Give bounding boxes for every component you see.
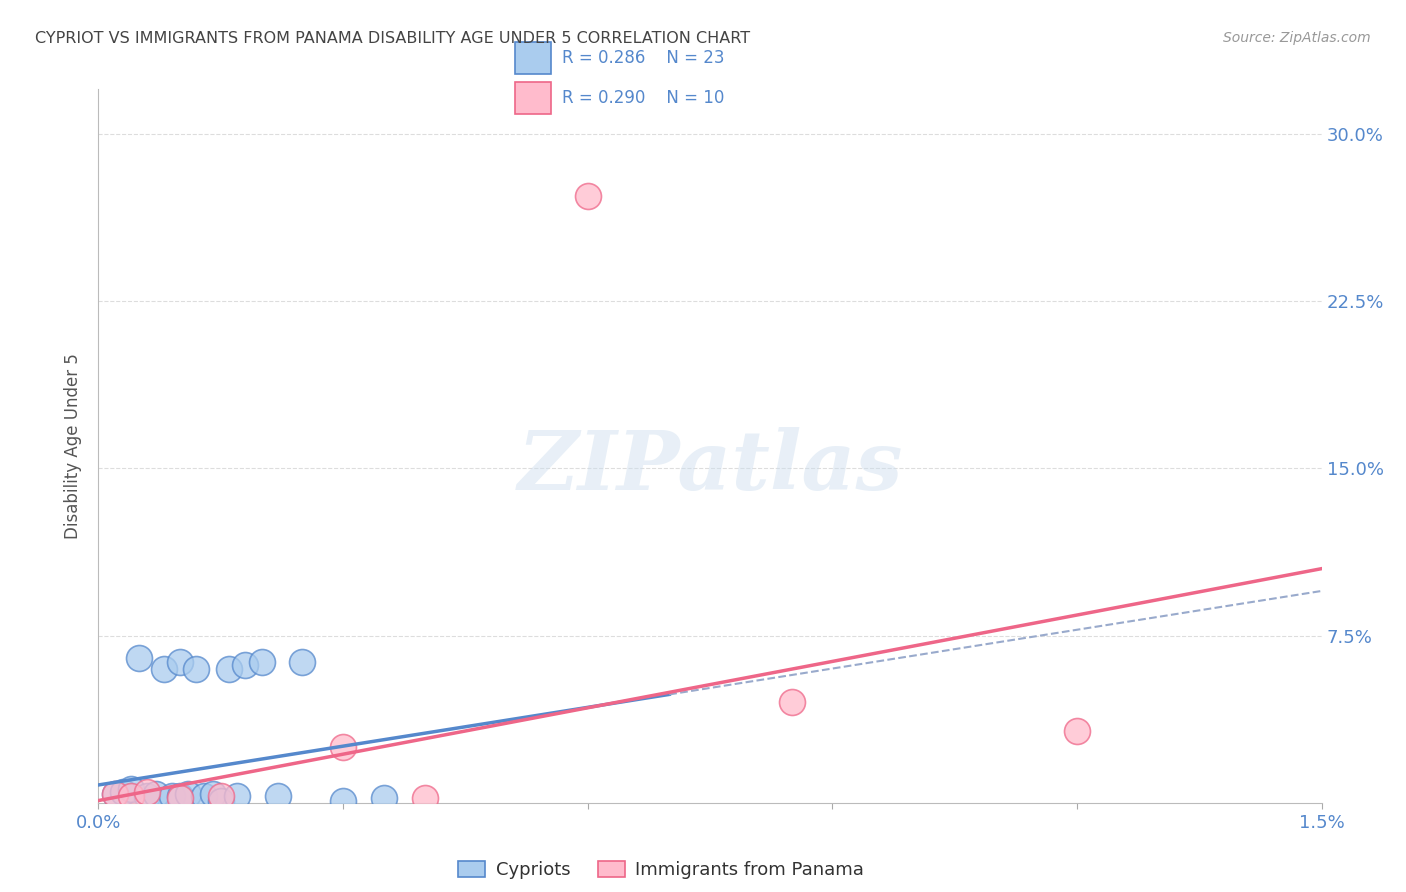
Point (250, 655, 273, 669)
Point (136, 789, 159, 803)
Text: R = 0.286    N = 23: R = 0.286 N = 23 (562, 49, 725, 67)
Text: Source: ZipAtlas.com: Source: ZipAtlas.com (1223, 31, 1371, 45)
FancyBboxPatch shape (515, 43, 551, 74)
Point (226, 789, 249, 803)
Point (201, 787, 224, 801)
Point (169, 789, 191, 803)
FancyBboxPatch shape (515, 82, 551, 113)
Text: CYPRIOT VS IMMIGRANTS FROM PANAMA DISABILITY AGE UNDER 5 CORRELATION CHART: CYPRIOT VS IMMIGRANTS FROM PANAMA DISABI… (35, 31, 751, 46)
Point (169, 791, 191, 805)
Point (193, 789, 215, 803)
Point (169, 655, 191, 669)
Point (104, 787, 127, 801)
Legend: Cypriots, Immigrants from Panama: Cypriots, Immigrants from Panama (451, 854, 872, 887)
Point (177, 787, 200, 801)
Point (128, 651, 150, 665)
Point (136, 785, 159, 799)
Y-axis label: Disability Age Under 5: Disability Age Under 5 (65, 353, 83, 539)
Point (267, 789, 290, 803)
Point (111, 785, 134, 799)
Point (576, 189, 599, 203)
Point (332, 740, 354, 755)
Point (104, 787, 127, 801)
Text: ZIPatlas: ZIPatlas (517, 427, 903, 508)
Point (120, 789, 142, 803)
Point (780, 696, 803, 710)
Point (413, 791, 436, 805)
Point (160, 789, 183, 803)
Point (152, 662, 174, 676)
Text: R = 0.290    N = 10: R = 0.290 N = 10 (562, 89, 724, 107)
Point (1066, 724, 1088, 739)
Point (291, 655, 314, 669)
Point (209, 789, 232, 803)
Point (209, 794, 232, 808)
Point (373, 791, 395, 805)
Point (218, 662, 240, 676)
Point (120, 782, 142, 797)
Point (186, 662, 208, 676)
Point (145, 787, 167, 801)
Point (332, 794, 354, 808)
Point (233, 657, 256, 672)
